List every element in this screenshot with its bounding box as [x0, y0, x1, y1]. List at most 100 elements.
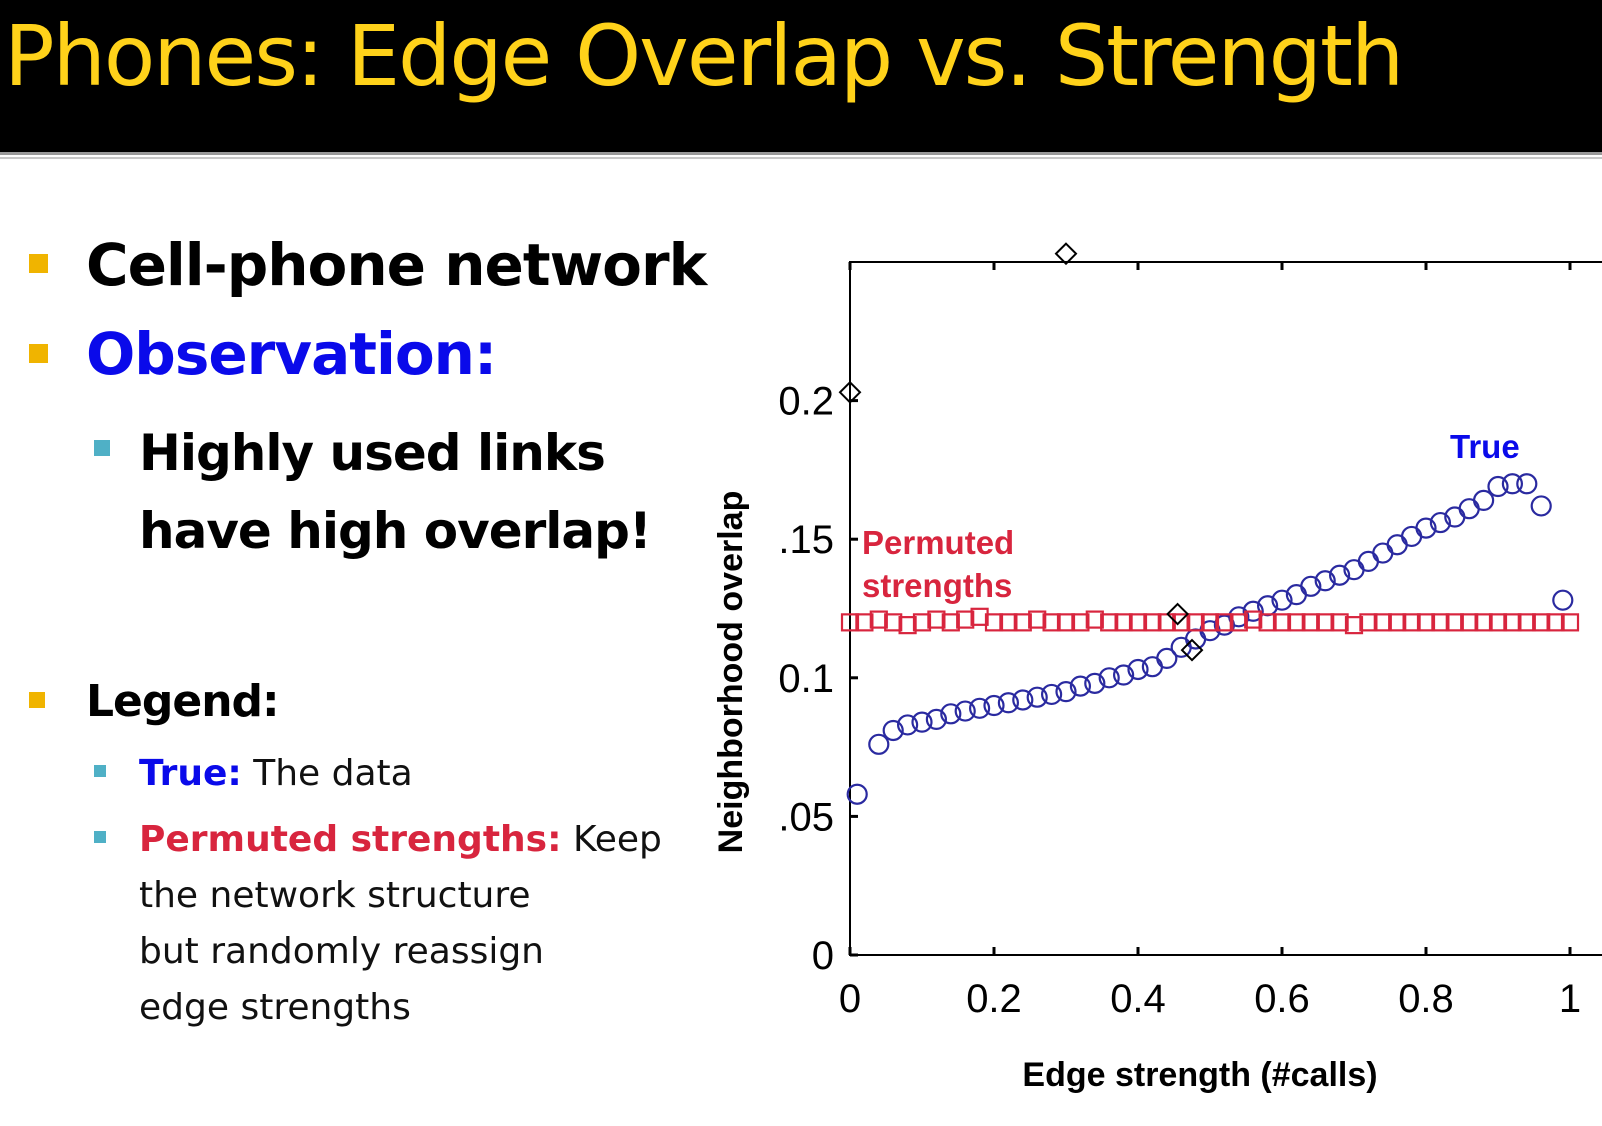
permuted-series-point	[1042, 613, 1061, 632]
permuted-series-point	[1128, 613, 1148, 632]
true-series-point	[1012, 689, 1034, 711]
diamond-point	[838, 380, 862, 404]
title-bar: Phones: Edge Overlap vs. Strength	[0, 0, 1602, 152]
x-tick-label: 0.2	[966, 977, 1022, 1021]
permuted-series-point	[1143, 613, 1162, 632]
true-series-point	[1357, 550, 1380, 572]
true-series-point	[1530, 495, 1552, 517]
permuted-series-point	[1532, 613, 1551, 632]
permuted-series-point	[1546, 613, 1565, 632]
legend-true-label: True:	[139, 753, 242, 794]
legend-permuted-text-2: the network structure	[139, 875, 531, 916]
permuted-series-point	[1215, 613, 1234, 632]
permuted-series-point	[1517, 613, 1536, 632]
permuted-series-point	[1056, 613, 1076, 632]
true-series-point	[968, 697, 991, 719]
bullet-square-icon	[29, 344, 48, 363]
diamond-point	[1180, 638, 1204, 662]
permuted-series-point	[1560, 613, 1580, 632]
true-series-point	[1328, 564, 1351, 586]
true-series-point	[1501, 473, 1524, 495]
true-series-point	[1242, 600, 1264, 622]
true-series-point	[1069, 675, 1092, 697]
true-series-point	[1516, 473, 1538, 495]
legend-true-text: The data	[241, 753, 413, 794]
legend-true: True: The data	[139, 746, 413, 802]
bullet-legend: Legend:	[86, 676, 280, 727]
permuted-series-point	[1316, 613, 1335, 632]
diamond-point	[1166, 602, 1190, 626]
true-series-point	[1055, 681, 1077, 703]
true-series-point	[1552, 589, 1574, 611]
legend-permuted-label: Permuted strengths:	[139, 819, 562, 860]
true-series-point	[1300, 575, 1322, 597]
permuted-series-point	[1229, 613, 1248, 632]
true-series-point	[896, 714, 919, 736]
permuted-series-point	[1186, 613, 1205, 632]
permuted-series-point	[1431, 613, 1450, 632]
true-series-point	[1372, 542, 1394, 564]
true-series-point	[1098, 667, 1120, 689]
true-series-point	[1026, 686, 1048, 708]
x-tick-label: 1	[1559, 977, 1581, 1021]
permuted-series-point	[999, 613, 1018, 632]
y-axis-label: Neighborhood overlap	[712, 491, 750, 854]
legend-permuted: Permuted strengths: Keep	[139, 812, 662, 868]
true-series-point	[1141, 656, 1164, 678]
true-series-point	[983, 694, 1005, 717]
permuted-series-point	[1200, 613, 1220, 632]
permuted-series-point	[1416, 613, 1436, 632]
permuted-series-point	[840, 613, 860, 632]
observation-line-1: Highly used links	[139, 424, 606, 482]
sub-bullet-square-icon	[94, 440, 110, 456]
permuted-series-point	[1488, 613, 1508, 632]
true-series-point	[954, 700, 976, 722]
true-series-point	[1415, 517, 1437, 539]
sub-bullet-square-icon	[94, 765, 106, 777]
permuted-series-point	[1100, 613, 1119, 632]
permuted-series-point	[1388, 613, 1407, 632]
y-tick-label: .05	[778, 795, 834, 839]
permuted-series-point	[912, 613, 932, 632]
true-series-point	[1429, 511, 1452, 534]
x-tick-label: 0.4	[1110, 977, 1166, 1021]
true-series-point	[1472, 489, 1495, 511]
true-series-point	[1487, 475, 1509, 498]
permuted-series-point	[1474, 613, 1493, 632]
permuted-series-point	[1287, 613, 1306, 632]
permuted-series-point	[1373, 613, 1392, 632]
permuted-series-point	[1013, 613, 1032, 632]
permuted-series-point	[1258, 613, 1277, 632]
true-series-point	[868, 733, 890, 755]
permuted-series-point	[927, 610, 946, 629]
y-tick-label: 0	[812, 934, 834, 978]
permuted-series-point	[956, 610, 975, 629]
true-series-point	[1228, 606, 1250, 628]
true-series-point	[1156, 647, 1178, 669]
permuted-series-point	[1445, 613, 1464, 632]
permuted-series-point	[1460, 613, 1479, 632]
true-series-point	[882, 719, 904, 742]
permuted-series-point	[970, 607, 989, 626]
title-divider-thin	[0, 157, 1602, 159]
true-series-point	[1314, 570, 1336, 592]
true-series-point	[846, 783, 868, 805]
permuted-series-point	[1402, 613, 1421, 632]
permuted-series-point	[1272, 613, 1292, 632]
x-tick-label: 0.8	[1398, 977, 1454, 1021]
permuted-series-point	[1330, 613, 1349, 632]
permuted-series-point	[984, 613, 1004, 632]
permuted-series-point	[1071, 613, 1090, 632]
legend-permuted-text-1: Keep	[561, 819, 662, 860]
true-series-point	[1170, 636, 1192, 658]
true-series-point	[925, 708, 948, 730]
true-series-point	[940, 703, 962, 725]
true-series-point	[1112, 664, 1135, 686]
permuted-series-point	[1301, 613, 1320, 632]
permuted-series-point	[884, 613, 903, 632]
plot-frame	[849, 261, 1602, 956]
y-tick-label: .15	[778, 518, 834, 562]
bullet-cell-phone: Cell-phone network	[86, 231, 707, 299]
true-series-point	[1400, 525, 1423, 548]
